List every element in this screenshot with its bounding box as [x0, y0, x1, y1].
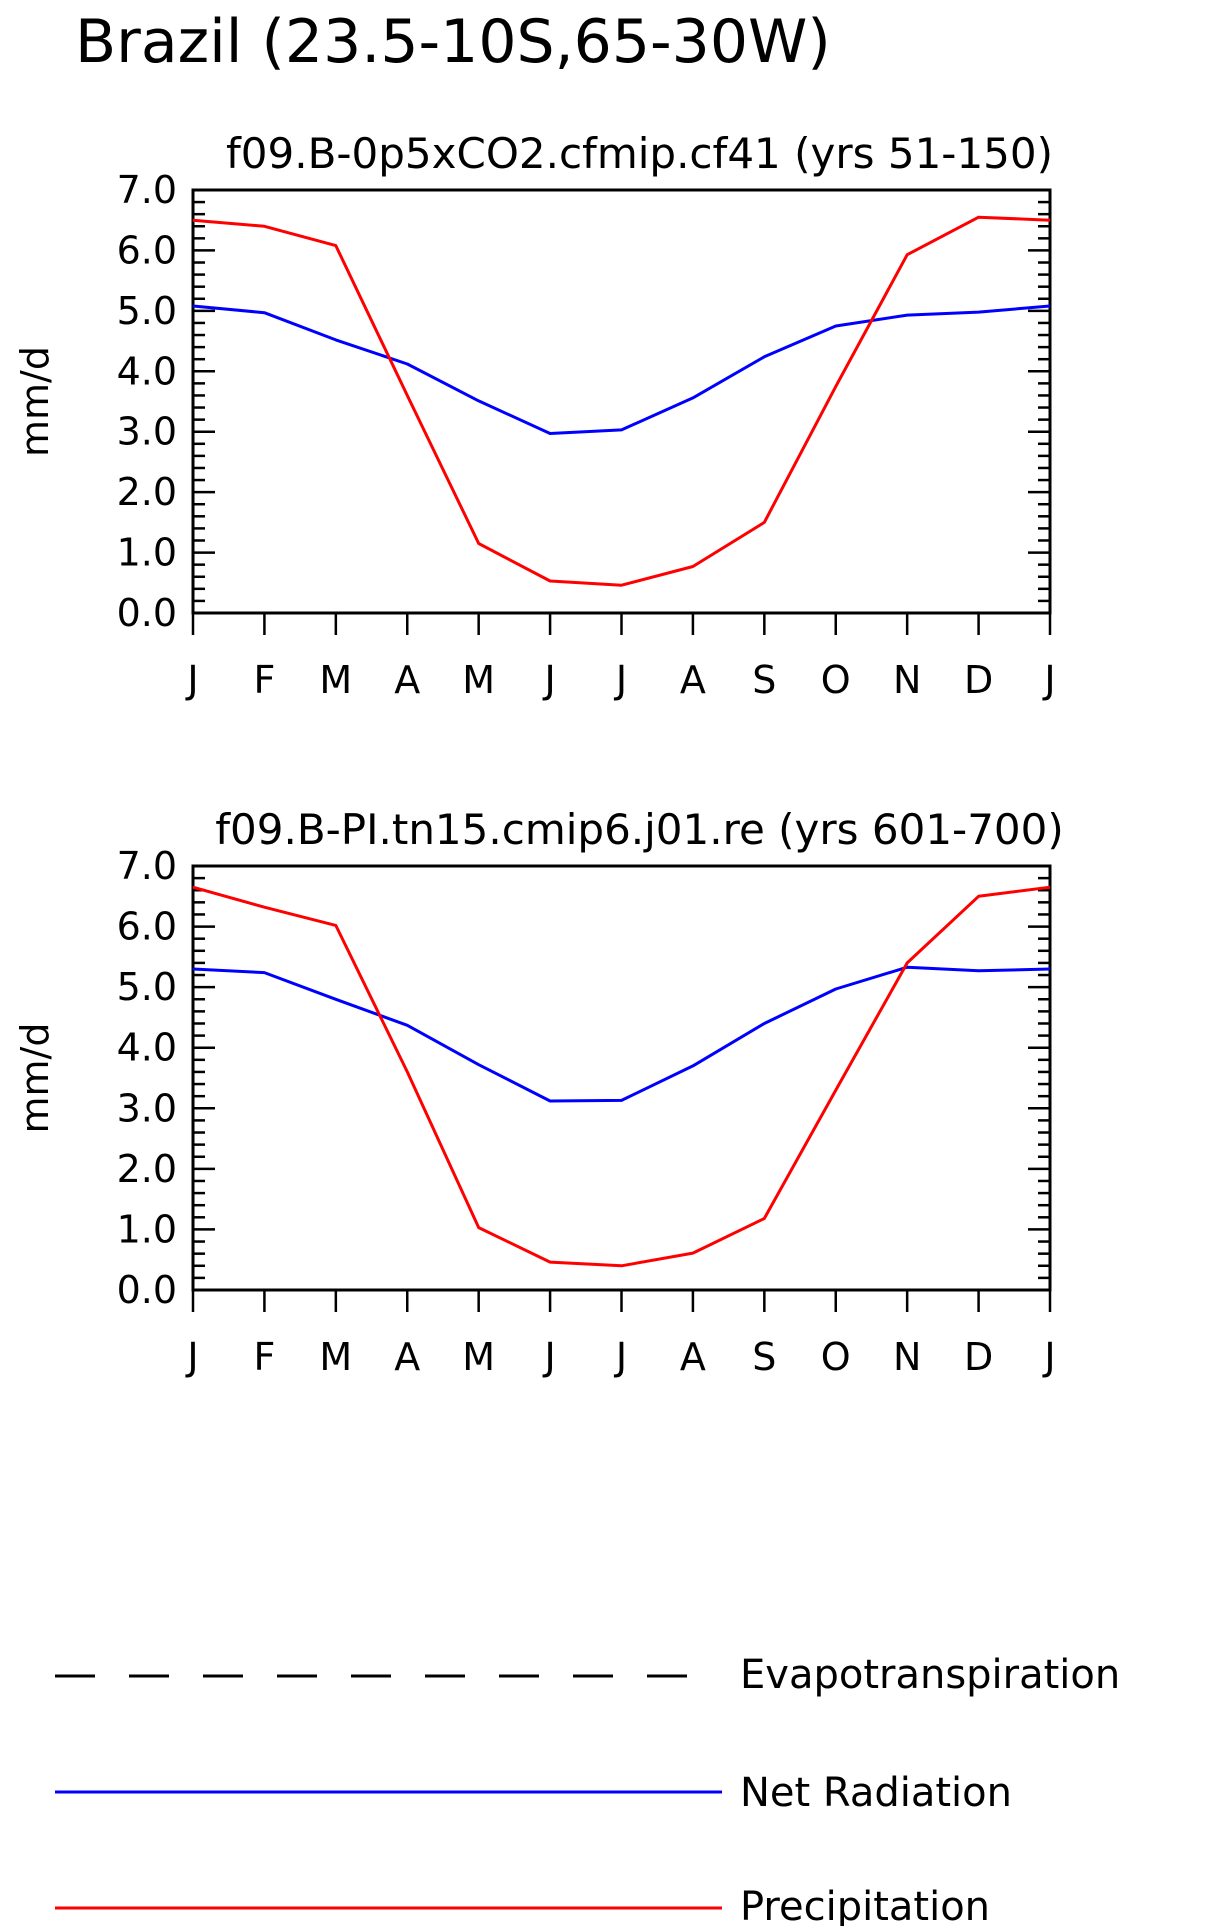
- x-tick-label: O: [821, 658, 851, 702]
- plot-frame: [191, 188, 1052, 615]
- y-tick-label: 1.0: [117, 1207, 177, 1251]
- x-tick-label: S: [752, 1335, 776, 1379]
- legend-label-precipitation: Precipitation: [740, 1884, 990, 1926]
- x-tick-label: J: [542, 658, 555, 702]
- x-tick-label: D: [964, 1335, 993, 1379]
- x-tick-label: A: [394, 658, 420, 702]
- legend-label-net-radiation: Net Radiation: [740, 1770, 1012, 1816]
- series-line-net-radiation: [192, 965, 1051, 1103]
- x-tick-label: A: [680, 658, 706, 702]
- y-tick-label: 5.0: [117, 965, 177, 1009]
- y-tick-label: 4.0: [117, 349, 177, 393]
- y-tick-label: 6.0: [117, 905, 177, 949]
- x-tick-label: J: [185, 658, 198, 702]
- y-tick-label: 2.0: [117, 470, 177, 514]
- y-tick-label: 3.0: [117, 410, 177, 454]
- x-tick-label: M: [319, 658, 352, 702]
- y-tick-label: 7.0: [117, 844, 177, 888]
- chart-panel-bottom: f09.B-PI.tn15.cmip6.j01.re (yrs 601-700)…: [13, 805, 1064, 1379]
- y-tick-label: 5.0: [117, 289, 177, 333]
- x-tick-label: D: [964, 658, 993, 702]
- x-tick-label: J: [1042, 658, 1055, 702]
- x-tick-label: M: [319, 1335, 352, 1379]
- x-tick-label: M: [462, 658, 495, 702]
- x-tick-label: A: [394, 1335, 420, 1379]
- legend: Evapotranspiration Net Radiation Precipi…: [55, 1652, 1120, 1926]
- panel-title: f09.B-PI.tn15.cmip6.j01.re (yrs 601-700): [215, 805, 1064, 854]
- y-tick-label: 7.0: [117, 168, 177, 212]
- x-tick-label: N: [893, 658, 921, 702]
- legend-label-evapotranspiration: Evapotranspiration: [740, 1652, 1120, 1698]
- y-tick-label: 2.0: [117, 1147, 177, 1191]
- x-tick-label: J: [614, 1335, 627, 1379]
- x-tick-label: J: [1042, 1335, 1055, 1379]
- y-tick-label: 4.0: [117, 1026, 177, 1070]
- x-tick-label: A: [680, 1335, 706, 1379]
- series-line-precipitation: [192, 885, 1051, 1268]
- panel-title: f09.B-0p5xCO2.cfmip.cf41 (yrs 51-150): [226, 129, 1053, 178]
- series-line-precipitation: [192, 215, 1051, 587]
- x-tick-label: N: [893, 1335, 921, 1379]
- y-axis-label: mm/d: [13, 346, 57, 457]
- x-tick-label: M: [462, 1335, 495, 1379]
- y-tick-label: 1.0: [117, 531, 177, 575]
- y-tick-label: 0.0: [117, 1268, 177, 1312]
- y-axis-label: mm/d: [13, 1023, 57, 1134]
- x-tick-label: F: [253, 658, 275, 702]
- x-tick-label: J: [185, 1335, 198, 1379]
- y-tick-label: 6.0: [117, 228, 177, 272]
- figure-title: Brazil (23.5-10S,65-30W): [75, 7, 831, 77]
- series-line-net-radiation: [192, 304, 1051, 435]
- y-tick-label: 0.0: [117, 591, 177, 635]
- chart-panel-top: f09.B-0p5xCO2.cfmip.cf41 (yrs 51-150) 0.0…: [13, 129, 1056, 702]
- x-tick-label: S: [752, 658, 776, 702]
- x-tick-label: O: [821, 1335, 851, 1379]
- x-tick-label: F: [253, 1335, 275, 1379]
- plot-frame: [191, 864, 1052, 1292]
- x-tick-label: J: [542, 1335, 555, 1379]
- y-tick-label: 3.0: [117, 1086, 177, 1130]
- x-tick-label: J: [614, 658, 627, 702]
